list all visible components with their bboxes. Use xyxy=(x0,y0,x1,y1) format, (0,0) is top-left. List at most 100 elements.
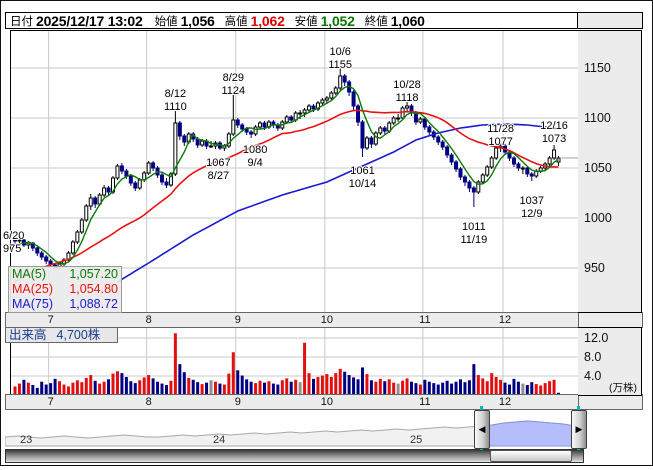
volume-tick: 12.0 xyxy=(584,331,609,345)
candle-body xyxy=(485,166,490,176)
volume-axis-panel: 12.0 8.0 4.0 (万株) xyxy=(578,327,642,396)
candle-body xyxy=(369,137,374,145)
volume-bar xyxy=(26,382,30,395)
volume-bar xyxy=(325,374,329,395)
ma25-line xyxy=(14,109,559,283)
ma5-label: MA(5) xyxy=(12,267,47,281)
swing-annotation: 1155 xyxy=(328,59,352,71)
volume-bar xyxy=(240,375,244,395)
date-value: 2025/12/17 13:02 xyxy=(36,12,143,29)
volume-bar xyxy=(187,377,191,395)
scrollbar-track[interactable] xyxy=(5,449,584,463)
candle-body xyxy=(26,242,31,246)
swing-annotation: 10/6 xyxy=(330,46,351,58)
month-label: 9 xyxy=(234,314,241,326)
candle-body xyxy=(289,116,294,121)
nav-year-label: 23 xyxy=(20,434,32,446)
candle-body xyxy=(494,147,499,159)
volume-bar xyxy=(548,381,552,395)
volume-bar xyxy=(58,381,62,395)
month-label: 8 xyxy=(145,396,152,408)
volume-bar xyxy=(294,379,298,395)
month-label: 12 xyxy=(498,396,512,408)
low-label: 安値 xyxy=(294,15,318,28)
swing-annotation: 11/19 xyxy=(461,234,488,246)
volume-bar xyxy=(133,383,137,395)
volume-bar xyxy=(147,375,151,395)
candle-body xyxy=(338,75,343,89)
candle-body xyxy=(249,131,254,135)
volume-bar xyxy=(200,384,204,395)
candle-body xyxy=(84,205,89,221)
candle-body xyxy=(454,161,459,170)
candle-body xyxy=(173,122,178,175)
swing-annotation: 1080 xyxy=(243,144,267,156)
volume-bar xyxy=(343,371,347,395)
volume-bar xyxy=(53,378,57,395)
candle-body xyxy=(298,112,303,115)
candle-body xyxy=(445,146,450,156)
nav-year-label: 24 xyxy=(213,434,225,446)
candle-body xyxy=(436,136,441,143)
candle-body xyxy=(226,133,231,147)
candle-body xyxy=(324,97,329,101)
volume-bar xyxy=(508,384,512,395)
candle-body xyxy=(396,117,401,120)
swing-annotation: 1118 xyxy=(396,92,419,104)
candle-body xyxy=(547,157,552,165)
swing-annotation: 6/20 xyxy=(3,230,24,242)
price-tick: 1000 xyxy=(584,211,612,225)
range-handle-left[interactable]: ◀ xyxy=(474,410,490,449)
scrollbar-thumb[interactable] xyxy=(490,450,572,462)
swing-annotation: 10/14 xyxy=(349,178,377,190)
swing-annotation: 12/16 xyxy=(540,120,568,132)
candle-body xyxy=(177,122,182,137)
candle-body xyxy=(525,167,530,175)
candle-body xyxy=(320,99,325,104)
volume-bar xyxy=(423,379,427,395)
volume-bar xyxy=(62,384,66,395)
candle-body xyxy=(315,102,320,110)
ma75-label: MA(75) xyxy=(12,297,53,311)
candle-body xyxy=(262,122,267,128)
volume-bar xyxy=(40,381,44,395)
volume-bar xyxy=(396,383,400,395)
candle-body xyxy=(79,219,84,233)
range-handle-right[interactable]: ▶ xyxy=(571,410,587,449)
volume-bar xyxy=(525,385,529,395)
volume-bar xyxy=(401,380,405,395)
handle-mark-icon xyxy=(480,406,483,411)
volume-tick: 8.0 xyxy=(584,350,602,364)
swing-annotation: 1073 xyxy=(542,133,566,145)
candle-body xyxy=(520,167,525,170)
volume-bar xyxy=(365,374,369,395)
swing-annotation: 10/28 xyxy=(393,79,421,91)
range-navigator[interactable]: 23 24 25 xyxy=(4,410,588,447)
volume-bar xyxy=(249,381,253,395)
candle-body xyxy=(115,165,120,179)
volume-bar xyxy=(539,385,543,395)
volume-bar xyxy=(356,379,360,395)
volume-bar xyxy=(160,383,164,395)
volume-bar xyxy=(276,384,280,395)
volume-tick: 4.0 xyxy=(584,369,602,383)
candle-body xyxy=(244,128,249,133)
volume-bar xyxy=(445,380,449,395)
candle-body xyxy=(168,173,173,186)
volume-bar xyxy=(49,383,53,395)
candle-body xyxy=(552,149,557,159)
volume-bar xyxy=(262,382,266,395)
volume-bar xyxy=(387,379,391,395)
volume-bar xyxy=(182,372,186,395)
month-label: 8 xyxy=(145,314,152,326)
volume-bar xyxy=(227,373,231,395)
volume-bar xyxy=(111,373,115,395)
volume-bar xyxy=(129,381,133,395)
candle-body xyxy=(378,127,383,134)
volume-bar xyxy=(258,380,262,395)
candle-body xyxy=(258,122,263,128)
candle-body xyxy=(75,231,80,243)
candle-body xyxy=(449,154,454,163)
date-label: 日付 xyxy=(10,15,33,28)
candle-body xyxy=(480,174,485,183)
